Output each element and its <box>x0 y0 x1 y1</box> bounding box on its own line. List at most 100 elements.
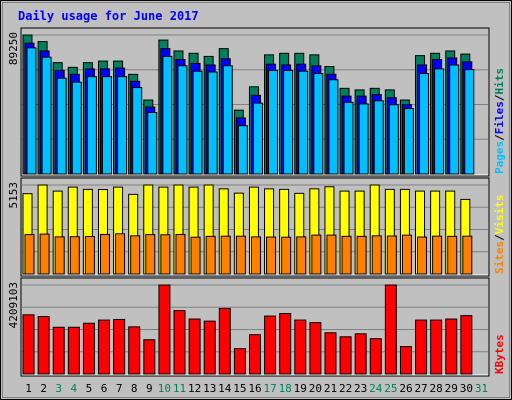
bar-kbytes-day-30 <box>460 315 473 375</box>
x-tick-label-day-4: 4 <box>71 382 78 395</box>
bar-kbytes-day-7 <box>113 318 126 375</box>
x-tick-label-day-17: 17 <box>263 382 276 395</box>
x-tick-label-day-13: 13 <box>203 382 216 395</box>
bar-pages-day-13 <box>207 71 218 175</box>
bar-pages-day-16 <box>252 102 263 175</box>
legend-entry: Sites <box>493 241 506 274</box>
bar-pages-day-7 <box>117 76 128 175</box>
bar-kbytes-day-9 <box>143 339 156 375</box>
x-tick-label-day-26: 26 <box>399 382 412 395</box>
x-tick-label-day-3: 3 <box>55 382 62 395</box>
axis-max-label: 4209103 <box>7 282 20 328</box>
bar-sites-day-23 <box>356 235 367 275</box>
bar-kbytes-day-8 <box>128 326 141 375</box>
bar-kbytes-day-13 <box>203 320 216 375</box>
bar-pages-day-11 <box>177 65 188 175</box>
x-tick-label-day-11: 11 <box>173 382 186 395</box>
bar-pages-day-14 <box>222 65 233 175</box>
bar-kbytes-day-14 <box>218 307 231 375</box>
bar-kbytes-day-25 <box>384 284 397 375</box>
panel-visits-sites: 5153 Sites/Visits <box>7 177 506 277</box>
legend-entry: KBytes <box>493 334 506 374</box>
bar-pages-day-25 <box>388 104 399 175</box>
x-tick-label-day-7: 7 <box>116 382 123 395</box>
legend-entry: Files <box>493 101 506 134</box>
bar-kbytes-day-19 <box>294 319 307 375</box>
bar-kbytes-day-17 <box>264 315 277 375</box>
legend-separator: / <box>493 134 506 141</box>
x-tick-label-day-23: 23 <box>354 382 367 395</box>
bar-sites-day-9 <box>145 234 156 275</box>
x-tick-label-day-8: 8 <box>131 382 138 395</box>
bar-sites-day-17 <box>266 236 277 275</box>
bar-kbytes-day-1 <box>22 314 35 375</box>
bar-kbytes-day-10 <box>158 284 171 375</box>
bar-sites-day-6 <box>99 233 110 275</box>
legend-separator: / <box>493 94 506 101</box>
bar-sites-day-25 <box>386 235 397 275</box>
x-tick-label-day-24: 24 <box>369 382 383 395</box>
x-tick-label-day-6: 6 <box>101 382 108 395</box>
bar-pages-day-6 <box>101 76 112 175</box>
x-tick-label-day-19: 19 <box>294 382 307 395</box>
bar-pages-day-19 <box>298 70 309 175</box>
bar-pages-day-5 <box>86 76 97 175</box>
bar-sites-day-13 <box>205 235 216 275</box>
bar-pages-day-15 <box>237 125 248 175</box>
bar-kbytes-day-11 <box>173 310 186 375</box>
bar-kbytes-day-15 <box>233 348 246 375</box>
bar-pages-day-17 <box>268 69 279 175</box>
x-tick-label-day-15: 15 <box>233 382 246 395</box>
bar-pages-day-23 <box>358 103 369 175</box>
bar-pages-day-12 <box>192 70 203 175</box>
bar-kbytes-day-28 <box>430 319 443 375</box>
bar-kbytes-day-18 <box>279 313 292 375</box>
bar-sites-day-4 <box>69 236 80 275</box>
legend-entry: Hits <box>493 68 506 95</box>
x-tick-label-day-14: 14 <box>218 382 232 395</box>
x-tick-label-day-31: 31 <box>475 382 488 395</box>
bar-sites-day-21 <box>326 234 337 275</box>
bar-kbytes-day-29 <box>445 318 458 375</box>
bar-sites-day-15 <box>235 235 246 275</box>
x-tick-label-day-20: 20 <box>309 382 322 395</box>
bar-sites-day-8 <box>130 235 141 275</box>
bar-pages-day-30 <box>464 69 475 175</box>
chart-title: Daily usage for June 2017 <box>18 9 199 23</box>
bar-sites-day-30 <box>462 235 473 275</box>
x-tick-label-day-12: 12 <box>188 382 201 395</box>
bar-sites-day-26 <box>401 234 412 275</box>
bar-pages-day-26 <box>403 108 414 175</box>
legend-entry: / <box>493 234 506 241</box>
bar-pages-day-20 <box>313 73 324 175</box>
bar-kbytes-day-16 <box>249 334 261 375</box>
bar-pages-day-8 <box>132 87 143 175</box>
x-tick-label-day-9: 9 <box>146 382 153 395</box>
axis-max-label: 5153 <box>7 182 20 209</box>
legend: KBytes <box>493 334 506 374</box>
bar-sites-day-10 <box>160 234 171 275</box>
bar-kbytes-day-12 <box>188 318 201 375</box>
legend: Sites/Visits <box>493 195 506 275</box>
bar-pages-day-9 <box>147 111 158 175</box>
bar-kbytes-day-24 <box>369 338 382 375</box>
bar-sites-day-28 <box>432 235 443 275</box>
bar-pages-day-28 <box>434 68 445 175</box>
bar-pages-day-10 <box>162 55 173 175</box>
x-tick-label-day-5: 5 <box>86 382 93 395</box>
chart-panels: 89250Pages/Files/Hits5153Sites/Visits420… <box>7 27 506 377</box>
x-tick-label-day-10: 10 <box>158 382 171 395</box>
bar-kbytes-day-5 <box>82 322 95 375</box>
bar-sites-day-12 <box>190 236 201 275</box>
legend-entry: Visits <box>493 195 506 235</box>
legend-entry: Pages <box>493 141 506 174</box>
bar-sites-day-1 <box>24 234 35 275</box>
bar-kbytes-day-20 <box>309 322 322 375</box>
x-tick-label-day-21: 21 <box>324 382 337 395</box>
panel-kbytes: 4209103 KBytes <box>7 277 506 377</box>
bar-sites-day-7 <box>115 233 126 275</box>
bar-pages-day-2 <box>41 56 52 175</box>
bar-sites-day-27 <box>417 236 428 275</box>
